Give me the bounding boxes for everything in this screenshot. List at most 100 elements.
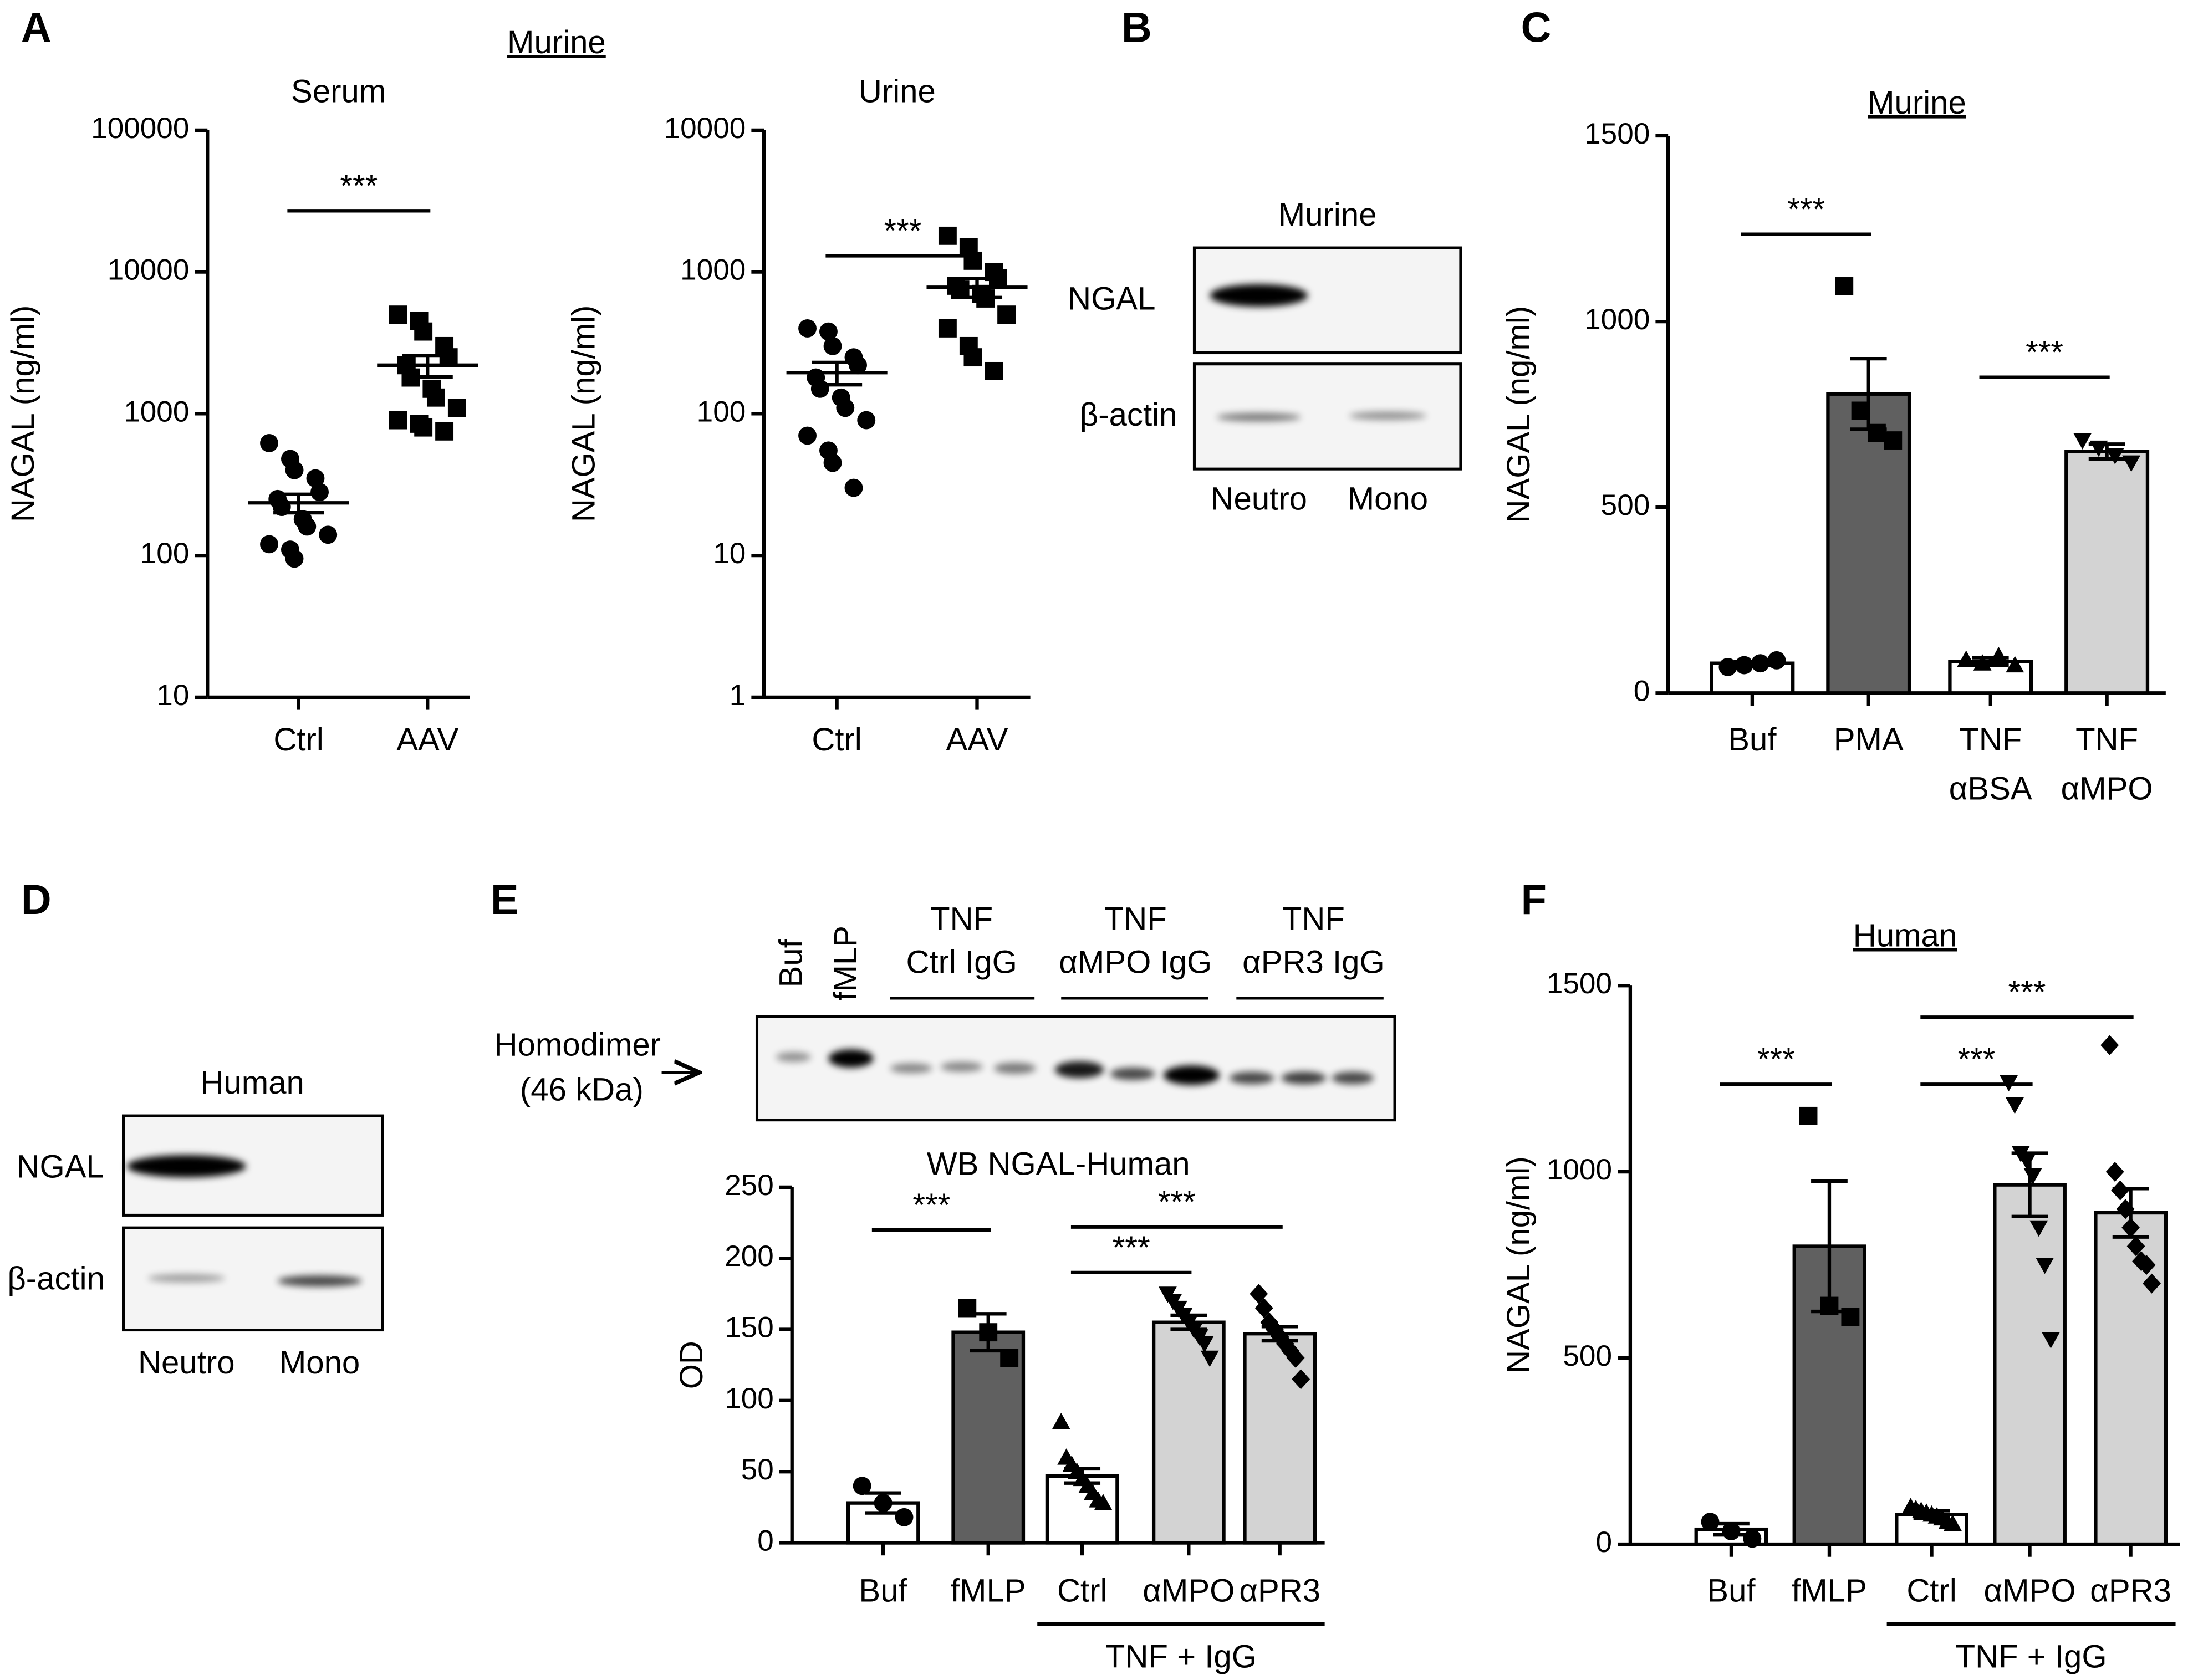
y-tick-label: 1500 — [1584, 118, 1650, 150]
lane-group-label: Ctrl IgG — [906, 944, 1017, 981]
data-point — [951, 280, 970, 299]
blot-band — [1332, 1071, 1374, 1085]
data-point — [2029, 1220, 2048, 1237]
y-tick-label: 1000 — [1584, 303, 1650, 336]
y-tick-label: 150 — [725, 1311, 774, 1344]
blot-row-label: Homodimer — [494, 1027, 661, 1063]
data-point — [823, 336, 842, 355]
data-point — [1254, 1298, 1273, 1319]
significance-label: *** — [1757, 1041, 1795, 1078]
data-point — [447, 399, 466, 417]
blot-row-label: NGAL — [17, 1148, 104, 1184]
significance-label: *** — [1958, 1041, 1996, 1078]
x-tick-label: TNF — [1959, 722, 2022, 758]
panel-label: F — [1521, 876, 1547, 923]
x-tick-label: Ctrl — [812, 722, 861, 758]
blot-band — [1281, 1071, 1327, 1085]
data-point — [1884, 431, 1903, 450]
y-tick-label: 250 — [725, 1169, 774, 1202]
data-point — [2006, 656, 2024, 673]
blot-band — [147, 1274, 225, 1283]
data-point — [285, 549, 304, 568]
blot-band — [1054, 1061, 1104, 1078]
data-point — [2006, 1097, 2024, 1114]
data-point — [1867, 423, 1886, 442]
blot-band — [277, 1275, 362, 1287]
x-tick-label: αPR3 — [2090, 1573, 2171, 1609]
lane-label: Mono — [1348, 481, 1428, 517]
group-label: TNF + IgG — [1956, 1638, 2107, 1674]
y-tick-label: 10 — [156, 679, 189, 712]
data-point — [1718, 657, 1737, 676]
y-tick-label: 100 — [140, 537, 190, 570]
y-tick-label: 500 — [1563, 1340, 1612, 1372]
data-point — [2017, 1153, 2036, 1170]
data-point — [298, 517, 317, 536]
data-point — [310, 483, 329, 502]
data-point — [1835, 277, 1854, 295]
y-tick-label: 0 — [1595, 1526, 1612, 1559]
data-point — [2073, 433, 2092, 450]
panel-label: B — [1121, 4, 1152, 52]
data-point — [2122, 455, 2141, 472]
bar — [2064, 450, 2150, 695]
data-point — [958, 1299, 977, 1318]
lane-label: Neutro — [1211, 481, 1308, 517]
data-point — [2023, 1168, 2042, 1185]
data-point — [1751, 654, 1769, 673]
data-point — [798, 426, 817, 445]
data-point — [285, 461, 304, 479]
lane-group-label: TNF — [1282, 901, 1345, 937]
blot-band — [890, 1063, 932, 1074]
y-axis-label: NAGAL (ng/ml) — [1501, 1156, 1537, 1373]
data-point — [439, 348, 458, 367]
data-point — [2105, 448, 2124, 464]
blot-frame — [1192, 246, 1462, 355]
y-tick-label: 100 — [725, 1382, 774, 1415]
data-point — [435, 422, 454, 441]
blot-band — [1110, 1067, 1155, 1080]
blot-row-label: NGAL — [1068, 280, 1155, 316]
data-point — [319, 525, 338, 544]
data-point — [963, 348, 982, 367]
data-point — [1701, 1513, 1720, 1531]
data-point — [260, 535, 278, 554]
data-point — [426, 388, 445, 407]
blot-row-label: β-actin — [1080, 397, 1177, 433]
y-tick-label: 100 — [697, 395, 746, 428]
data-point — [260, 434, 278, 452]
data-point — [389, 305, 407, 324]
y-tick-label: 1000 — [680, 254, 746, 287]
data-point — [1200, 1350, 1219, 1367]
lane-group-label: αMPO IgG — [1059, 944, 1212, 981]
data-point — [1271, 1326, 1289, 1347]
data-point — [2111, 1180, 2130, 1201]
x-tick-label: PMA — [1834, 722, 1904, 758]
chart-title: Murine — [1868, 85, 1966, 121]
chart-title: WB NGAL-Human — [927, 1146, 1190, 1182]
data-point — [819, 322, 838, 341]
y-tick-label: 0 — [757, 1525, 774, 1558]
x-tick-label: Ctrl — [1057, 1573, 1107, 1609]
data-point — [1735, 656, 1753, 675]
y-tick-label: 1500 — [1547, 967, 1612, 1000]
blot-title: Murine — [1278, 197, 1377, 233]
data-point — [798, 319, 817, 338]
y-tick-label: 500 — [1601, 489, 1650, 522]
lane-label: Mono — [279, 1345, 360, 1381]
data-point — [853, 1477, 871, 1495]
bar — [2094, 1211, 2168, 1546]
x-tick-label: Buf — [1728, 722, 1777, 758]
y-axis-label: NAGAL (ng/ml) — [565, 305, 601, 523]
data-point — [1799, 1106, 1818, 1125]
data-point — [938, 226, 957, 245]
x-tick-label: fMLP — [951, 1573, 1026, 1609]
data-point — [2089, 440, 2108, 457]
data-point — [2105, 1162, 2124, 1182]
y-tick-label: 200 — [725, 1240, 774, 1273]
data-point — [2137, 1255, 2156, 1275]
data-point — [2036, 1257, 2054, 1274]
data-point — [849, 356, 868, 375]
